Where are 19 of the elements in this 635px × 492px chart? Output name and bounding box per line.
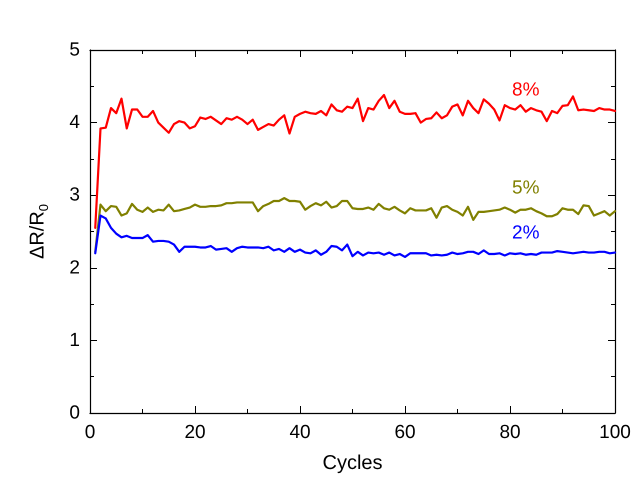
series-label: 2%: [512, 222, 540, 244]
y-tick-label: 1: [69, 330, 80, 351]
y-tick-label: 0: [69, 402, 80, 424]
x-tick-label: 0: [84, 422, 96, 443]
y-tick-label: 5: [69, 40, 80, 60]
x-tick-label: 100: [599, 422, 631, 443]
x-tick-label: 40: [289, 422, 311, 443]
line-series: [94, 197, 616, 253]
line-series: [94, 214, 616, 258]
y-tick-label: 4: [69, 112, 80, 134]
x-tick-label: 60: [394, 422, 416, 443]
series-label: 5%: [512, 178, 540, 199]
series-label: 8%: [512, 80, 540, 101]
y-tick-label: 2: [69, 257, 80, 278]
x-tick-label: 80: [499, 422, 521, 443]
x-tick-label: 20: [184, 422, 206, 443]
y-axis-title: ΔR/R0: [26, 204, 51, 260]
x-axis-title: Cycles: [322, 452, 383, 474]
y-tick-label: 3: [69, 184, 80, 206]
